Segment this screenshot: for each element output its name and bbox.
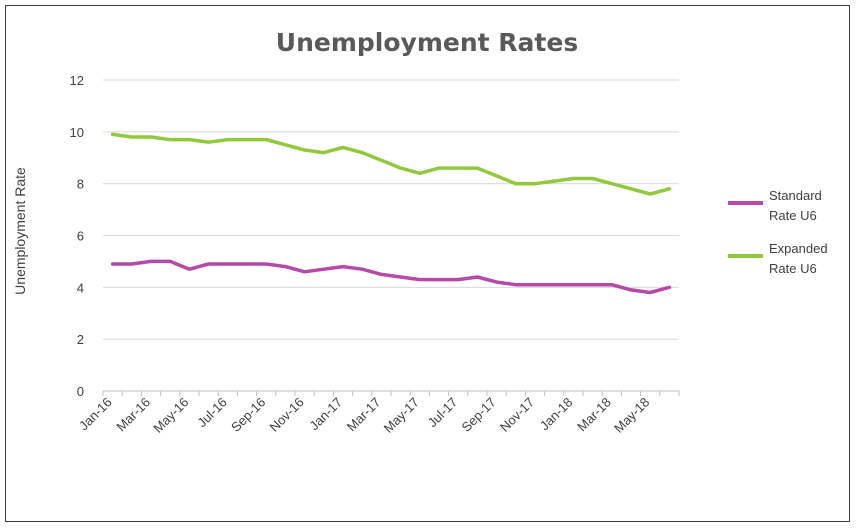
- y-tick-label: 2: [77, 332, 84, 347]
- y-tick-label: 6: [77, 229, 84, 244]
- x-tick-label: May-18: [611, 395, 652, 436]
- x-tick-label: May-16: [150, 395, 191, 436]
- x-tick-label: Jan-17: [306, 395, 345, 434]
- x-tick-label: Jan-16: [76, 395, 115, 434]
- x-tick-label: Mar-16: [113, 395, 153, 435]
- x-tick-label: Sep-17: [458, 395, 498, 435]
- legend-label: Standard: [769, 188, 822, 203]
- legend-label: Rate U6: [769, 261, 817, 276]
- x-tick-label: Mar-18: [574, 395, 614, 435]
- legend: Standard Rate U6 Expanded Rate U6: [728, 188, 828, 276]
- y-tick-label: 10: [70, 125, 84, 140]
- chart-svg: Unemployment Rates Unemployment Rate 0 2 4…: [12, 28, 828, 436]
- x-tick-label: Nov-16: [266, 395, 306, 435]
- series-line-2: [110, 132, 672, 196]
- chart-title: Unemployment Rates: [276, 28, 578, 57]
- y-tick-label: 8: [77, 177, 84, 192]
- series-lines: [110, 132, 672, 295]
- series-line-1: [110, 259, 672, 295]
- y-tick-labels: 0 2 4 6 8 10 12: [70, 73, 84, 399]
- x-tick-label: Nov-17: [497, 395, 537, 435]
- legend-label: Rate U6: [769, 208, 817, 223]
- y-axis-label: Unemployment Rate: [12, 167, 28, 295]
- x-tick-label: Sep-16: [228, 395, 268, 435]
- y-tick-label: 4: [77, 280, 84, 295]
- x-tick-label: Mar-17: [344, 395, 384, 435]
- y-tick-label: 12: [70, 73, 84, 88]
- x-tick-label: May-17: [381, 395, 422, 436]
- gridlines: [102, 79, 680, 396]
- x-tick-label: Jul-17: [425, 395, 461, 431]
- x-tick-label: Jul-16: [194, 395, 230, 431]
- y-tick-label: 0: [77, 384, 84, 399]
- chart-frame: Unemployment Rates Unemployment Rate 0 2 4…: [5, 5, 850, 522]
- legend-label: Expanded: [769, 241, 828, 256]
- x-tick-label: Jan-18: [537, 395, 576, 434]
